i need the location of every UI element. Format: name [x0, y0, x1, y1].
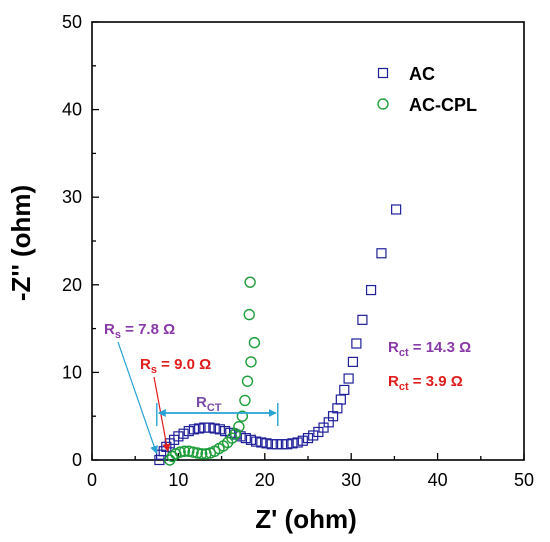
data-point: [241, 375, 254, 387]
data-point: [347, 356, 359, 367]
data-point: [174, 446, 186, 458]
data-point: [178, 428, 189, 439]
data-point: [191, 447, 204, 459]
annotation-label: Rct = 3.9 Ω: [388, 373, 463, 393]
y-tick-label: 30: [62, 187, 82, 207]
annotation-label: RCT: [196, 394, 222, 414]
data-point: [261, 438, 272, 449]
annotation-label: Rs = 7.8 Ω: [104, 321, 175, 341]
legend-marker: [377, 98, 389, 110]
data-point: [302, 433, 314, 444]
series-layer: [154, 204, 402, 466]
data-point: [188, 424, 200, 435]
data-point: [266, 439, 277, 450]
data-point: [308, 430, 319, 441]
annotations: Rs = 7.8 Ω Rs = 9.0 Ω RCT Rct = 14.3 Ω Rct =…: [104, 321, 471, 454]
data-point: [391, 204, 402, 215]
axes: 0 10 20 30 40 50 0 10 20 30 40 50: [62, 12, 534, 490]
data-point: [318, 422, 329, 433]
rs-ac-arrow: [117, 341, 158, 454]
x-tick-label: 50: [514, 470, 534, 490]
data-point: [245, 434, 257, 445]
legend-marker: [377, 67, 389, 79]
data-point: [292, 437, 303, 448]
data-point: [351, 338, 362, 349]
data-point: [276, 439, 288, 450]
data-point: [229, 428, 242, 440]
data-point: [164, 454, 176, 466]
legend-label: AC-CPL: [409, 95, 477, 115]
data-point: [376, 248, 387, 259]
data-point: [236, 410, 249, 422]
x-tick-label: 0: [87, 470, 97, 490]
y-tick-label: 40: [62, 100, 82, 120]
data-point: [343, 373, 354, 384]
y-tick-label: 50: [62, 12, 82, 32]
data-point: [178, 445, 191, 457]
data-point: [287, 438, 298, 449]
x-axis-label: Z' (ohm): [255, 504, 357, 534]
data-point: [335, 394, 346, 405]
legend: AC AC-CPL: [377, 64, 477, 115]
data-point: [256, 437, 267, 448]
data-point: [245, 356, 257, 368]
data-point: [251, 436, 262, 447]
data-point: [173, 431, 184, 442]
data-point: [282, 439, 293, 450]
x-tick-label: 20: [255, 470, 275, 490]
data-point: [156, 449, 167, 460]
data-point: [339, 384, 350, 396]
data-point: [271, 439, 282, 450]
data-point: [187, 446, 199, 458]
rs-accpl-arrow: [153, 376, 171, 452]
annotation-label: Rs = 9.0 Ω: [140, 356, 211, 376]
data-point: [199, 422, 210, 433]
data-point: [248, 336, 261, 349]
legend-label: AC: [409, 64, 435, 84]
y-tick-label: 20: [62, 275, 82, 295]
data-point: [214, 424, 225, 435]
data-point: [244, 276, 256, 288]
data-point: [196, 448, 208, 460]
series-ac-cpl: [164, 276, 261, 466]
data-point: [297, 435, 308, 446]
data-point: [225, 427, 236, 438]
x-tick-label: 40: [428, 470, 448, 490]
x-tick-label: 10: [168, 470, 188, 490]
y-tick-label: 0: [72, 450, 82, 470]
x-tick-label: 30: [341, 470, 361, 490]
data-point: [365, 284, 377, 296]
y-tick-label: 10: [62, 362, 82, 382]
data-point: [209, 423, 220, 434]
data-point: [239, 394, 251, 407]
data-point: [194, 423, 205, 434]
data-point: [204, 422, 215, 433]
data-point: [240, 433, 251, 444]
data-point: [183, 425, 194, 437]
data-point: [243, 308, 255, 321]
y-axis-label: -Z'' (ohm): [6, 185, 36, 301]
data-point: [219, 425, 231, 437]
data-point: [233, 421, 245, 433]
data-point: [183, 445, 195, 457]
annotation-label: Rct = 14.3 Ω: [388, 339, 471, 359]
data-point: [357, 314, 368, 325]
